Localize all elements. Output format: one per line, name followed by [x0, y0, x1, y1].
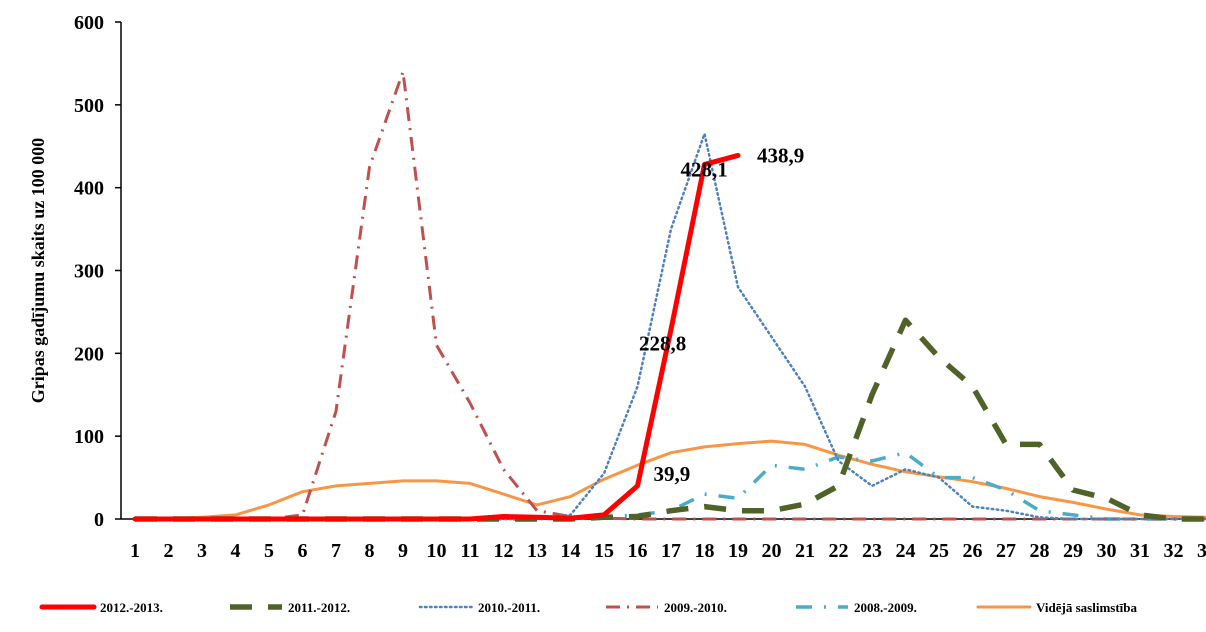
legend-label: 2011.-2012.	[288, 600, 350, 615]
legend-label: 2010.-2011.	[478, 600, 540, 615]
series-line-2010-2011	[133, 132, 1206, 521]
x-tick-label: 32	[1164, 540, 1184, 562]
x-tick-label: 27	[996, 540, 1016, 562]
legend-label: Vidējā saslimstība	[1036, 600, 1137, 615]
x-tick-label: 28	[1030, 540, 1050, 562]
x-tick-label: 31	[1130, 540, 1150, 562]
series-line-2011-2012	[135, 317, 1206, 522]
x-tick-label: 19	[728, 540, 748, 562]
y-tick-label: 0	[94, 509, 104, 531]
legend-label: 2009.-2010.	[664, 600, 727, 615]
x-tick-label: 4	[231, 540, 241, 562]
x-tick-label: 17	[661, 540, 681, 562]
legend-label: 2008.-2009.	[854, 600, 917, 615]
x-tick-label: 6	[298, 540, 308, 562]
x-tick-label: 20	[762, 540, 782, 562]
x-tick-label: 33	[1197, 540, 1206, 562]
y-tick-label: 400	[74, 178, 104, 200]
x-tick-label: 13	[527, 540, 547, 562]
x-tick-label: 1	[130, 540, 140, 562]
y-tick-label: 300	[74, 261, 104, 283]
series-lines	[132, 70, 1206, 522]
x-tick-label: 21	[795, 540, 815, 562]
x-tick-label: 8	[365, 540, 375, 562]
x-tick-label: 5	[264, 540, 274, 562]
x-tick-label: 25	[929, 540, 949, 562]
x-tick-label: 26	[963, 540, 983, 562]
x-tick-label: 18	[695, 540, 715, 562]
series-line-vid-j-saslimst-ba	[133, 439, 1206, 521]
x-tick-label: 15	[594, 540, 614, 562]
x-tick-label: 22	[829, 540, 849, 562]
y-tick-label: 200	[74, 343, 104, 365]
y-tick-label: 500	[74, 95, 104, 117]
x-tick-label: 16	[628, 540, 648, 562]
x-tick-label: 3	[197, 540, 207, 562]
data-labels: 39,9 228,8 428,1 438,9	[639, 143, 804, 486]
x-tick-label: 7	[331, 540, 341, 562]
x-tick-label: 14	[561, 540, 581, 562]
legend: 2012.-2013. 2011.-2012. 2010.-2011. 2009.-2…	[39, 600, 1137, 615]
data-label: 438,9	[757, 143, 804, 167]
x-tick-label: 11	[461, 540, 480, 562]
y-axis-title-group: Gripas gadījumu skaits uz 100 000	[28, 138, 48, 404]
data-label: 428,1	[681, 157, 728, 181]
x-tick-label: 2	[164, 540, 174, 562]
x-tick-label: 24	[896, 540, 916, 562]
y-tick-label: 600	[74, 12, 104, 34]
y-tick-label: 100	[74, 426, 104, 448]
x-tick-label: 9	[398, 540, 408, 562]
x-tick-label: 12	[494, 540, 514, 562]
x-tick-label: 23	[862, 540, 882, 562]
x-tick-label: 10	[427, 540, 447, 562]
y-axis-title: Gripas gadījumu skaits uz 100 000	[28, 138, 48, 404]
x-tick-label: 29	[1063, 540, 1083, 562]
series-line-2012-2013	[132, 152, 741, 522]
data-label: 228,8	[639, 331, 686, 355]
data-label: 39,9	[654, 462, 691, 486]
legend-label: 2012.-2013.	[100, 600, 163, 615]
x-tick-label: 30	[1097, 540, 1117, 562]
